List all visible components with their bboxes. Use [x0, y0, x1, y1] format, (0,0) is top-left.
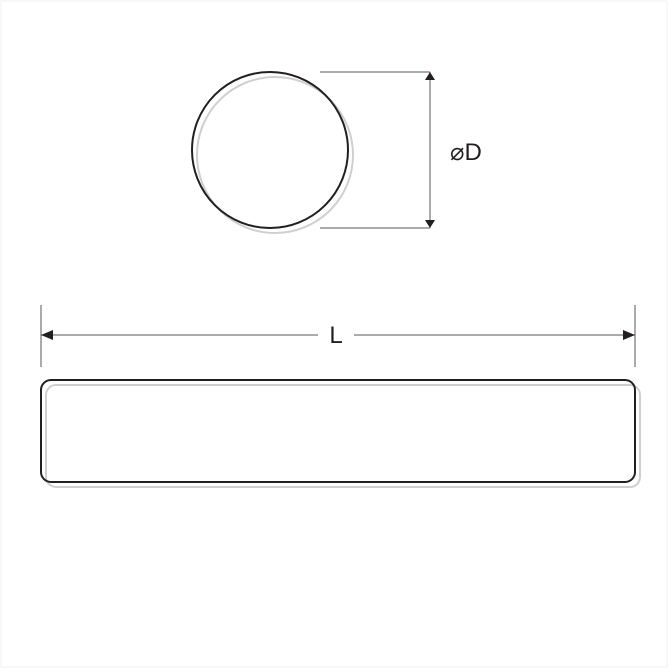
- length-label: L: [329, 322, 342, 349]
- technical-drawing: ⌀D L: [0, 0, 670, 670]
- diameter-label: ⌀D: [450, 139, 482, 166]
